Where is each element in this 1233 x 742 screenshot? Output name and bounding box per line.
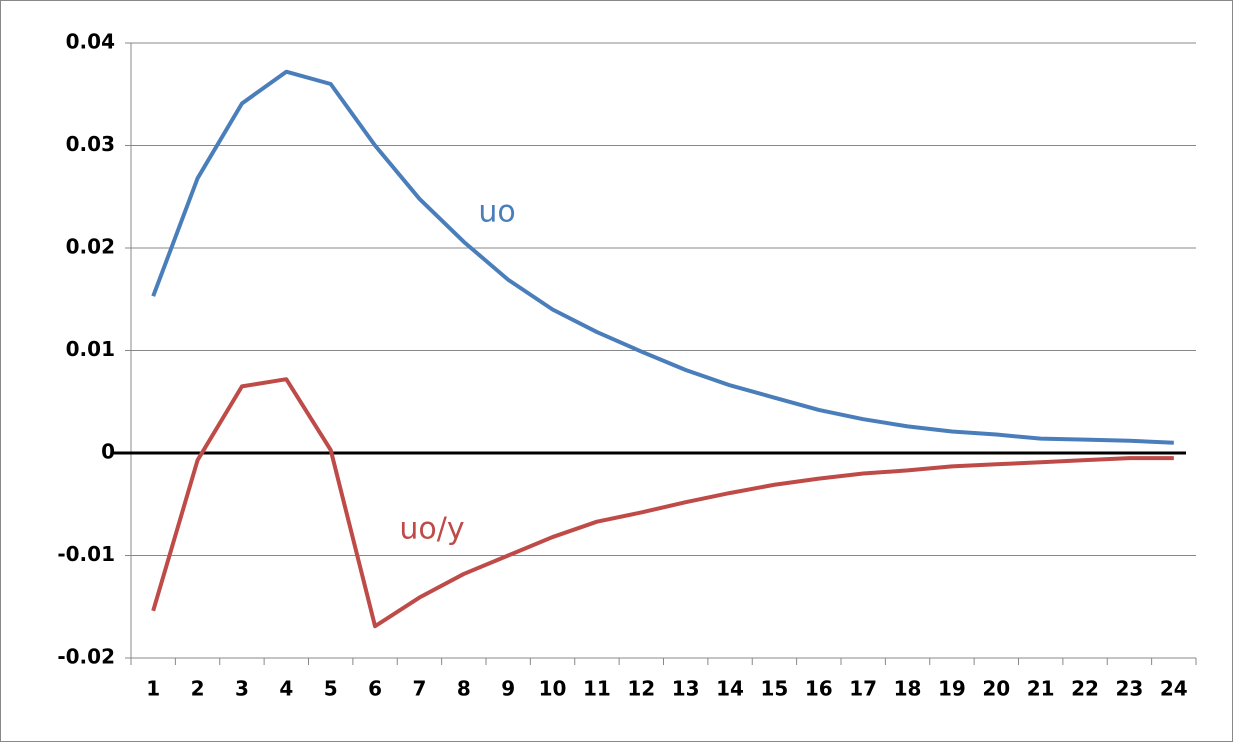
y-tick-label: 0.04 (66, 30, 115, 54)
x-tick-label: 4 (279, 677, 293, 701)
y-tick-label: 0.01 (66, 337, 115, 361)
x-tick-label: 15 (761, 677, 789, 701)
x-tick-label: 3 (235, 677, 249, 701)
x-tick-label: 17 (849, 677, 877, 701)
y-tick-label: -0.02 (57, 645, 115, 669)
x-tick-label: 5 (324, 677, 338, 701)
y-tick-label: 0 (101, 440, 115, 464)
x-tick-label: 6 (368, 677, 382, 701)
series-label: uo (478, 195, 515, 230)
x-tick-label: 22 (1071, 677, 1099, 701)
x-tick-label: 13 (672, 677, 700, 701)
x-tick-label: 24 (1160, 677, 1188, 701)
x-tick-label: 9 (501, 677, 515, 701)
x-tick-label: 2 (191, 677, 205, 701)
x-tick-label: 10 (539, 677, 567, 701)
x-tick-label: 11 (583, 677, 611, 701)
series-line (151, 377, 1174, 629)
x-tick-label: 20 (982, 677, 1010, 701)
x-tick-label: 21 (1027, 677, 1055, 701)
x-tick-label: 18 (894, 677, 922, 701)
x-tick-label: 23 (1116, 677, 1144, 701)
series-label: uo/y (399, 512, 464, 547)
x-tick-label: 12 (627, 677, 655, 701)
x-tick-label: 8 (457, 677, 471, 701)
series-line (151, 69, 1174, 445)
y-tick-label: -0.01 (57, 542, 115, 566)
x-tick-label: 1 (146, 677, 160, 701)
x-tick-label: 14 (716, 677, 744, 701)
y-tick-label: 0.03 (66, 132, 115, 156)
y-tick-label: 0.02 (66, 235, 115, 259)
x-tick-label: 7 (412, 677, 426, 701)
x-tick-label: 16 (805, 677, 833, 701)
x-tick-label: 19 (938, 677, 966, 701)
